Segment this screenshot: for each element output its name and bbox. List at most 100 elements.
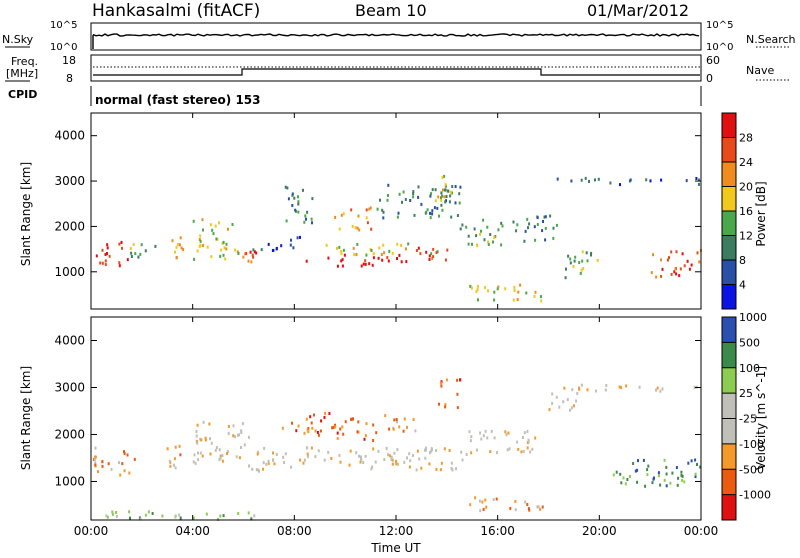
velocity-region-11-cell (580, 383, 583, 387)
velocity-region-2-cell (238, 456, 241, 460)
power-region-15-cell (549, 214, 552, 218)
power-region-18-cell (678, 274, 681, 278)
power-region-9-cell (369, 206, 372, 210)
power-region-9-cell (365, 208, 368, 212)
velocity-region-3-cell (283, 461, 286, 464)
velocity-data-layer (92, 378, 702, 521)
velocity-region-10-cell (555, 395, 558, 399)
power-region-17-cell (567, 254, 570, 258)
velocity-region-7-cell (445, 378, 448, 382)
velocity-region-3-cell (330, 457, 333, 460)
power-region-3-cell (198, 238, 201, 241)
power-region-4-cell (251, 253, 254, 257)
velocity-region-12-cell (237, 512, 240, 515)
power-region-9-cell (370, 227, 373, 231)
power-region-5-cell (290, 238, 292, 242)
power-region-14-cell (469, 284, 472, 288)
power-region-8-cell (404, 247, 407, 251)
velocity-region-4-cell (303, 431, 306, 435)
velocity-region-9-cell (492, 498, 495, 502)
velocity-region-8-cell (506, 448, 509, 452)
velocity-region-4-cell (297, 424, 300, 428)
power-region-10-cell (454, 185, 457, 188)
power-region-16-cell (695, 177, 698, 180)
power-region-14-cell (540, 295, 542, 299)
velocity-region-2-cell (240, 446, 242, 449)
velocity-region-13-cell (665, 465, 668, 469)
power-region-14-cell (533, 294, 536, 298)
date-label: 01/Mar/2012 (587, 1, 689, 20)
velocity-y-tick-label: 1000 (54, 474, 85, 488)
power-region-14-cell (534, 290, 537, 294)
power-region-18-cell (655, 275, 658, 279)
velocity-colorbar-tick-label: 500 (739, 336, 760, 349)
power-region-7-cell (368, 262, 371, 266)
power-region-15-cell (515, 229, 518, 233)
power-region-13-cell (500, 243, 503, 247)
power-region-16-cell (698, 178, 700, 182)
power-colorbar: 4 8 12 16 20 24 28 (721, 112, 753, 310)
velocity-region-13-cell (632, 462, 635, 465)
power-region-1-cell (134, 252, 137, 256)
power-region-13-cell (489, 233, 492, 236)
velocity-region-8-cell (470, 435, 473, 439)
power-region-13-cell (501, 224, 504, 228)
power-region-10-cell (431, 212, 434, 216)
velocity-region-13-cell (683, 480, 686, 484)
velocity-region-12-cell (178, 513, 181, 517)
power-y-tick-label: 2000 (54, 219, 85, 233)
velocity-colorbar-cell (722, 443, 736, 470)
velocity-region-5-cell (375, 431, 378, 435)
power-region-10-cell (402, 190, 405, 194)
power-region-18-cell (686, 259, 689, 263)
power-region-11-cell (444, 258, 447, 262)
velocity-region-12-cell (174, 515, 177, 519)
power-region-6-cell (303, 220, 306, 224)
velocity-colorbar-tick-label: 100 (739, 362, 760, 375)
power-region-14-cell (519, 283, 522, 287)
power-region-8-cell (342, 248, 345, 252)
power-region-10-cell (459, 185, 462, 189)
power-colorbar-tick-label: 20 (739, 181, 753, 194)
velocity-region-1-cell (168, 459, 171, 463)
velocity-region-3-cell (299, 458, 302, 462)
power-region-17-cell (581, 259, 584, 263)
velocity-region-8-cell (469, 439, 472, 443)
nsearch-tick-top: 10^5 (706, 20, 733, 31)
velocity-region-3-cell (262, 467, 264, 471)
velocity-region-5-cell (352, 417, 354, 421)
velocity-region-8-cell (460, 450, 463, 454)
power-region-1-cell (144, 249, 147, 253)
velocity-region-2-cell (240, 429, 243, 433)
power-colorbar-tick-label: 12 (739, 230, 753, 243)
power-region-14-cell (477, 298, 479, 302)
velocity-region-8-cell (490, 429, 493, 433)
power-region-10-cell (451, 191, 453, 195)
velocity-region-4-cell (307, 430, 310, 434)
power-region-10-cell (412, 192, 415, 195)
power-region-3-cell (225, 242, 228, 246)
power-region-15-cell (555, 223, 558, 227)
nsearch-label: N.Search (746, 33, 796, 46)
power-region-16-cell (556, 177, 559, 181)
power-region-1-cell (139, 252, 142, 256)
velocity-region-3-cell (360, 458, 363, 461)
velocity-region-13-cell (642, 458, 645, 462)
velocity-region-3-cell (465, 453, 468, 456)
power-region-6-cell (304, 214, 307, 218)
power-y-tick-label: 4000 (54, 129, 85, 143)
velocity-region-5-cell (342, 432, 345, 436)
velocity-region-3-cell (282, 455, 285, 459)
velocity-region-13-cell (619, 472, 622, 476)
velocity-region-13-cell (669, 481, 672, 485)
power-region-1-cell (130, 251, 133, 255)
velocity-region-0-cell (123, 450, 125, 454)
power-region-13-cell (461, 223, 464, 227)
velocity-region-5-cell (336, 431, 339, 435)
velocity-region-8-cell (480, 437, 483, 441)
power-region-18-cell (652, 253, 654, 257)
velocity-region-12-cell (128, 510, 131, 514)
power-region-15-cell (544, 215, 547, 219)
power-region-18-cell (674, 267, 677, 271)
power-region-2-cell (171, 239, 174, 243)
